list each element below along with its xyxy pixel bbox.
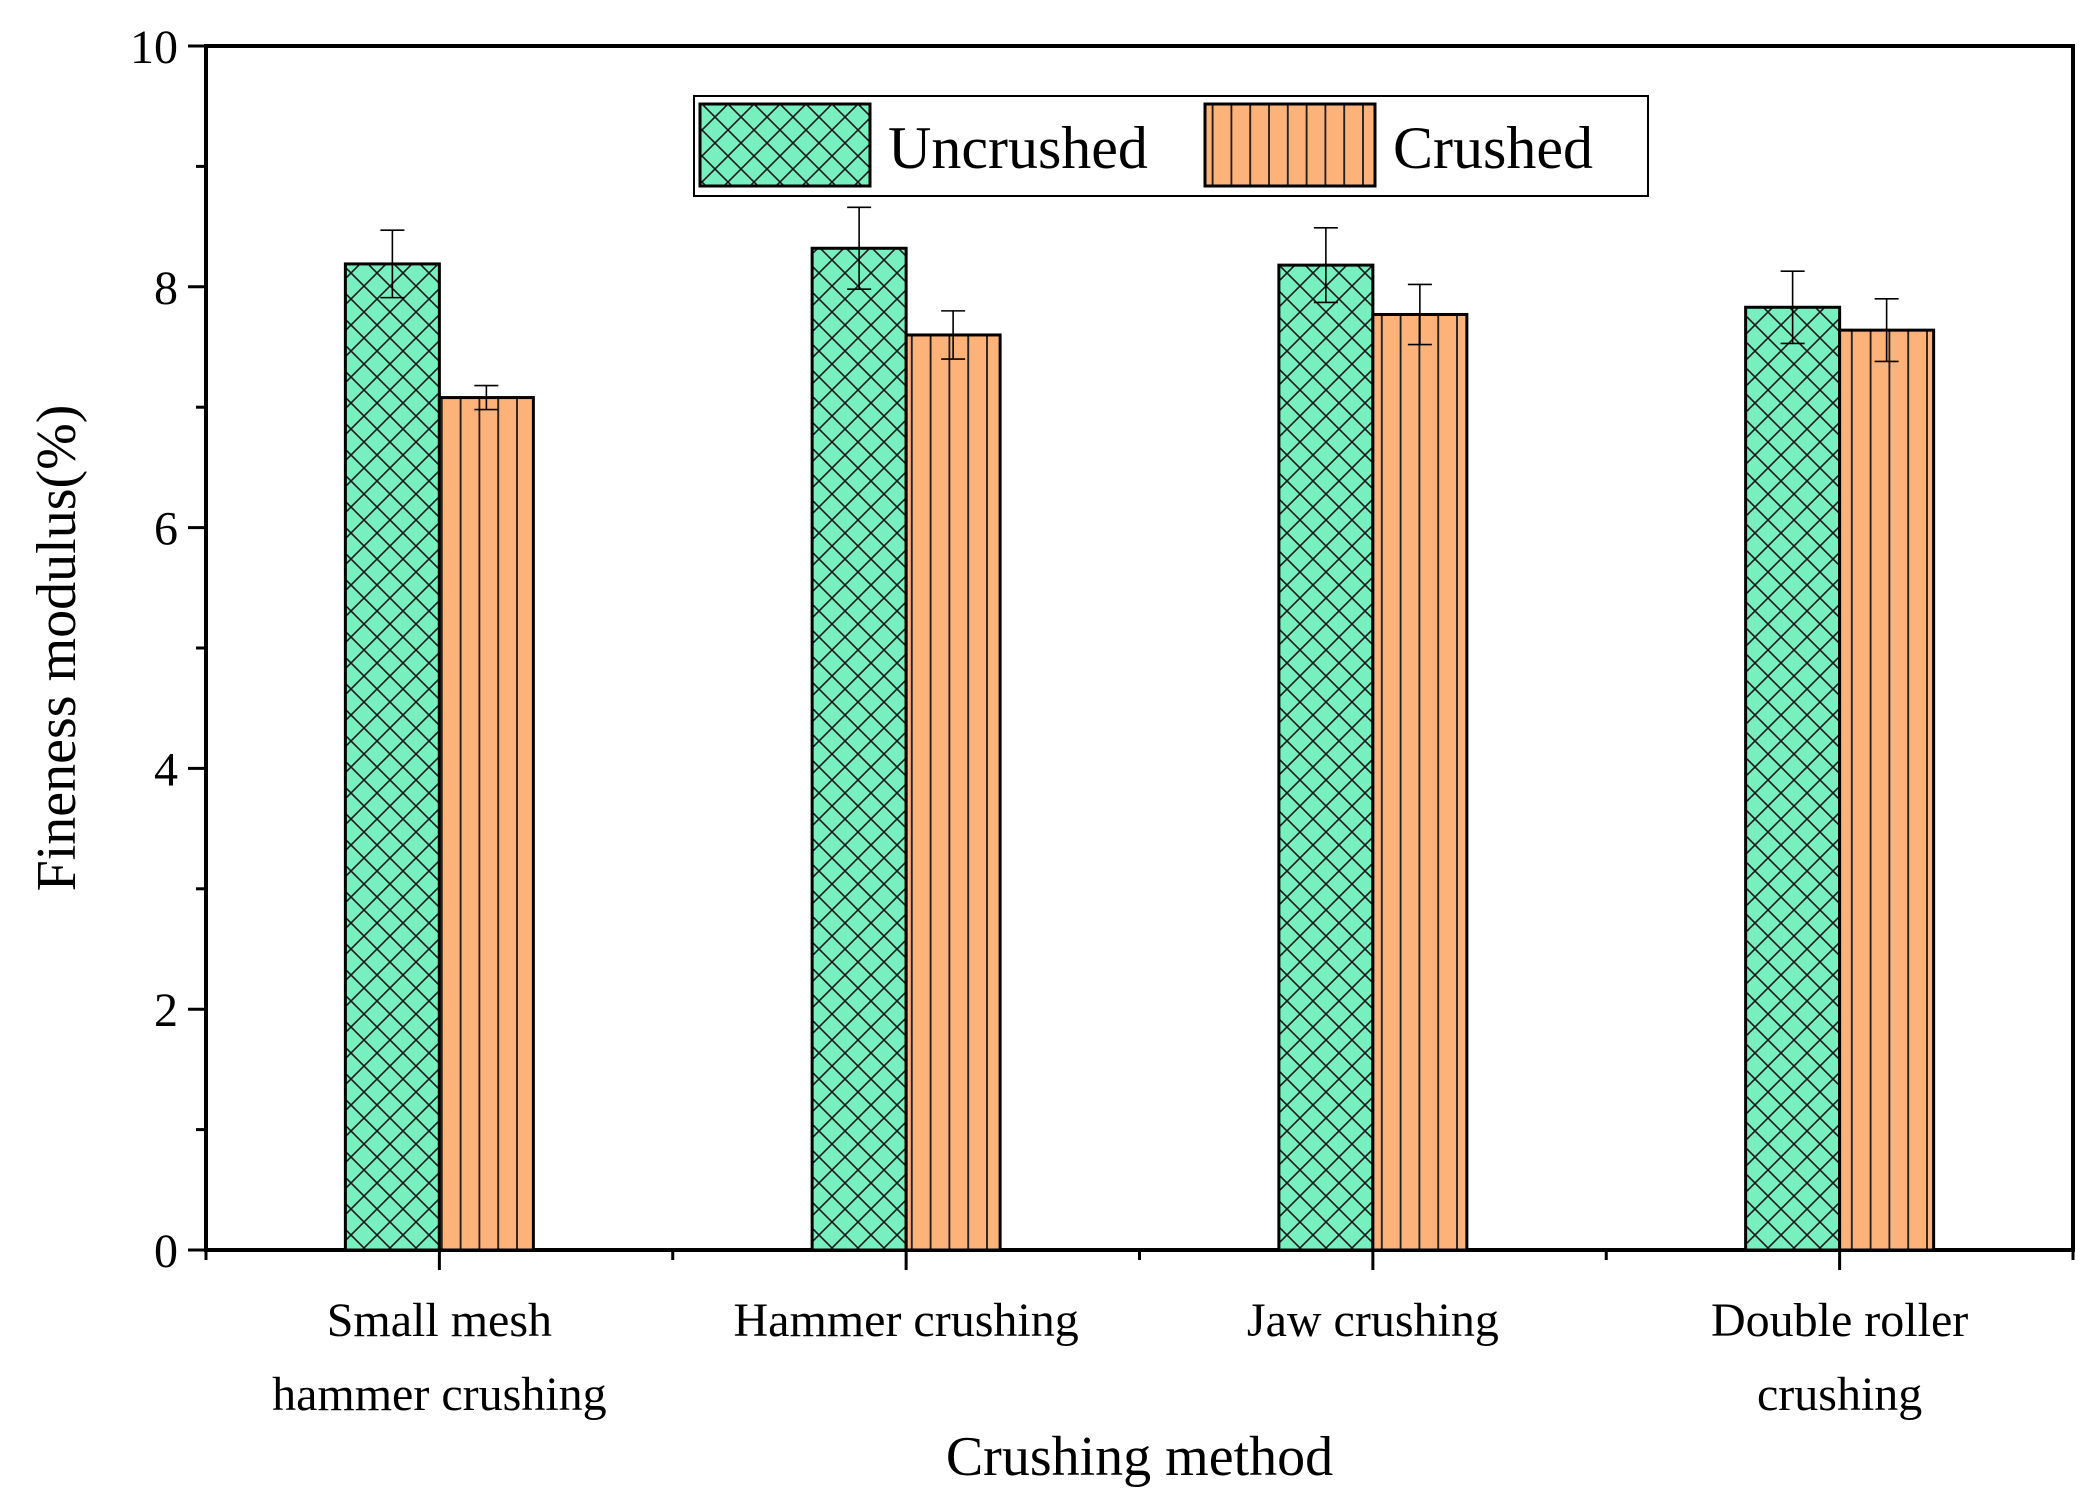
bar-uncrushed <box>1277 263 1375 1252</box>
y-tick-label: 0 <box>154 1225 178 1278</box>
legend-swatch-outline <box>698 102 872 188</box>
bar-pattern <box>906 334 1001 1251</box>
x-tick-label-line: crushing <box>1757 1368 1922 1421</box>
legend-swatch-crushed <box>1203 102 1377 188</box>
error-bar <box>847 206 872 291</box>
error-bar <box>941 310 966 360</box>
bar-crushed <box>437 396 535 1252</box>
y-tick-label: 8 <box>154 262 178 315</box>
y-axis-title: Fineness modulus(%) <box>26 405 88 892</box>
y-tick-label: 4 <box>154 743 178 796</box>
bar-pattern <box>1278 265 1373 1250</box>
x-axis-title: Crushing method <box>946 1426 1333 1488</box>
error-bar <box>380 229 405 299</box>
legend-label-crushed: Crushed <box>1393 115 1593 181</box>
bar-crushed <box>904 333 1002 1252</box>
bar-uncrushed <box>810 246 908 1252</box>
bar-pattern <box>1745 307 1840 1250</box>
x-tick-label-line: Hammer crushing <box>734 1294 1079 1347</box>
legend-swatch-pattern <box>1205 104 1375 186</box>
error-bar <box>1407 283 1432 346</box>
bar-pattern <box>1839 330 1934 1250</box>
legend-swatch-outline <box>1203 102 1377 188</box>
error-bar <box>474 384 499 411</box>
error-bar <box>1874 298 1899 363</box>
x-tick-label: Small mesh hammer crushing <box>272 1294 607 1421</box>
x-tick-label-line: hammer crushing <box>272 1368 607 1421</box>
bar-pattern <box>812 248 907 1251</box>
legend-swatch-pattern <box>700 104 870 186</box>
legend-swatch-uncrushed <box>698 102 872 188</box>
bar-crushed <box>1838 328 1936 1252</box>
y-tick-label: 2 <box>154 984 178 1037</box>
bar-pattern <box>1372 314 1467 1250</box>
legend-label-uncrushed: Uncrushed <box>888 115 1148 181</box>
y-tick-label: 6 <box>154 503 178 556</box>
bar-crushed <box>1371 312 1469 1252</box>
x-tick-label: Jaw crushing <box>1247 1294 1499 1347</box>
x-tick-label: Double roller crushing <box>1711 1294 1968 1421</box>
legend: Uncrushed Crushed <box>693 95 1649 197</box>
error-bar <box>1780 270 1805 345</box>
y-tick-label: 10 <box>130 21 178 74</box>
x-tick-label-line: Double roller <box>1711 1294 1968 1347</box>
x-tick-label-line: Jaw crushing <box>1247 1294 1499 1347</box>
bar-uncrushed <box>1744 305 1842 1252</box>
bar-pattern <box>439 397 534 1250</box>
bar-uncrushed <box>343 262 441 1252</box>
error-bar <box>1313 227 1338 304</box>
x-tick-label-line: Small mesh <box>327 1294 552 1347</box>
bar-pattern <box>345 263 440 1250</box>
x-tick-label: Hammer crushing <box>734 1294 1079 1347</box>
